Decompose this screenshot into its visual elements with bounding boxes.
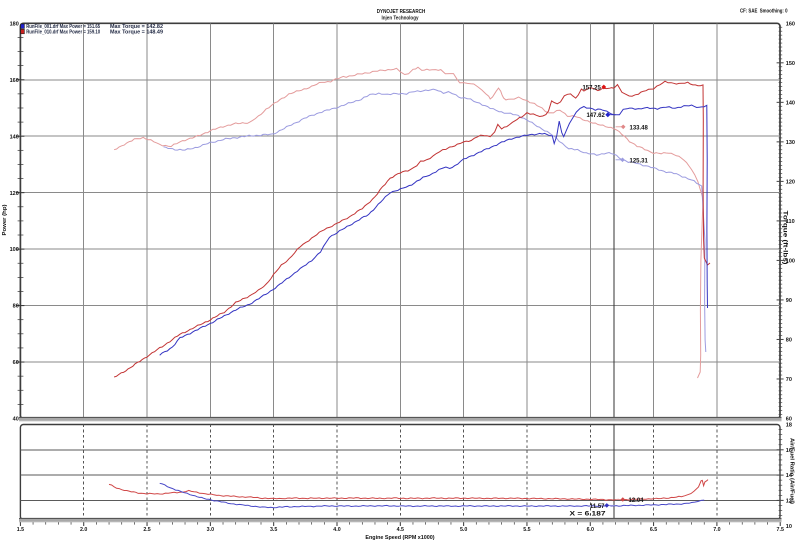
svg-text:4.0: 4.0 — [333, 527, 340, 533]
svg-text:70: 70 — [786, 377, 792, 383]
svg-text:80: 80 — [13, 304, 19, 310]
svg-text:157.25: 157.25 — [582, 85, 601, 91]
svg-text:Max Torque = 142.82: Max Torque = 142.82 — [110, 24, 163, 30]
svg-text:RunFile_010.drf Max Power = 15: RunFile_010.drf Max Power = 159.10 — [26, 29, 100, 35]
svg-text:12: 12 — [786, 499, 792, 505]
svg-text:Torque (ft-lbs): Torque (ft-lbs) — [782, 211, 788, 265]
svg-text:RunFile_001.drf Max Power = 15: RunFile_001.drf Max Power = 151.65 — [26, 24, 100, 30]
svg-text:11.57: 11.57 — [590, 504, 605, 510]
svg-text:150: 150 — [786, 61, 795, 67]
svg-text:3.5: 3.5 — [270, 527, 277, 533]
svg-text:4.5: 4.5 — [397, 527, 404, 533]
svg-text:12.04: 12.04 — [629, 498, 645, 504]
svg-text:3.0: 3.0 — [207, 527, 214, 533]
svg-text:2.0: 2.0 — [80, 527, 87, 533]
svg-text:147.62: 147.62 — [586, 113, 605, 119]
svg-text:10: 10 — [786, 524, 792, 530]
svg-text:X = 6.187: X = 6.187 — [570, 510, 607, 517]
svg-text:Engine Speed (RPM x1000): Engine Speed (RPM x1000) — [365, 535, 434, 541]
svg-text:Air/Fuel Ratio (Air/Fuel): Air/Fuel Ratio (Air/Fuel) — [789, 438, 795, 504]
svg-text:110: 110 — [786, 219, 795, 225]
svg-text:Max Torque = 148.49: Max Torque = 148.49 — [110, 29, 163, 35]
svg-text:100: 100 — [10, 247, 19, 253]
svg-text:140: 140 — [10, 134, 19, 140]
svg-text:16: 16 — [786, 448, 792, 454]
svg-text:7.0: 7.0 — [713, 527, 720, 533]
svg-text:2.5: 2.5 — [143, 527, 150, 533]
svg-text:130: 130 — [786, 140, 795, 146]
svg-text:Power (hp): Power (hp) — [2, 204, 8, 235]
svg-text:6.0: 6.0 — [587, 527, 594, 533]
svg-text:CF: SAE Smoothing: 0: CF: SAE Smoothing: 0 — [740, 8, 788, 14]
svg-text:160: 160 — [10, 78, 19, 84]
svg-text:7.5: 7.5 — [777, 527, 784, 533]
svg-text:180: 180 — [10, 21, 19, 27]
svg-text:5.0: 5.0 — [460, 527, 467, 533]
svg-text:100: 100 — [786, 259, 795, 265]
svg-text:DYNOJET RESEARCH: DYNOJET RESEARCH — [377, 9, 426, 15]
svg-text:125.31: 125.31 — [630, 158, 649, 164]
svg-text:6.5: 6.5 — [650, 527, 657, 533]
svg-text:133.48: 133.48 — [630, 125, 649, 131]
svg-text:140: 140 — [786, 100, 795, 106]
svg-text:160: 160 — [786, 21, 795, 27]
svg-text:5.5: 5.5 — [523, 527, 530, 533]
svg-text:18: 18 — [786, 423, 792, 429]
svg-text:1.5: 1.5 — [17, 527, 24, 533]
svg-text:60: 60 — [13, 360, 19, 366]
svg-text:60: 60 — [786, 417, 792, 423]
svg-text:90: 90 — [786, 298, 792, 304]
svg-text:40: 40 — [13, 417, 19, 423]
svg-text:Injen Technology: Injen Technology — [382, 15, 419, 21]
svg-text:14: 14 — [786, 473, 793, 479]
svg-text:120: 120 — [10, 191, 19, 197]
svg-text:80: 80 — [786, 338, 792, 344]
svg-text:120: 120 — [786, 179, 795, 185]
